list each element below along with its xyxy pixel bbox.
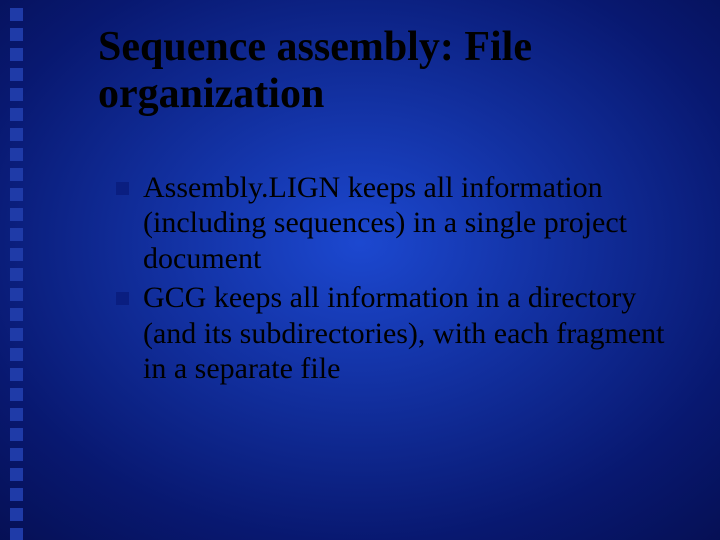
- decor-square-icon: [10, 348, 23, 361]
- decor-square-icon: [10, 388, 23, 401]
- decor-square-icon: [10, 328, 23, 341]
- decor-square-icon: [10, 428, 23, 441]
- decor-square-icon: [10, 228, 23, 241]
- slide-title: Sequence assembly: File organization: [98, 24, 688, 118]
- decor-square-icon: [10, 108, 23, 121]
- list-item: GCG keeps all information in a directory…: [116, 280, 686, 386]
- decor-square-icon: [10, 88, 23, 101]
- decor-square-icon: [10, 268, 23, 281]
- list-item: Assembly.LIGN keeps all information (inc…: [116, 170, 686, 276]
- decor-square-icon: [10, 8, 23, 21]
- decorative-squares-column: [10, 8, 23, 540]
- decor-square-icon: [10, 208, 23, 221]
- decor-square-icon: [10, 188, 23, 201]
- slide: Sequence assembly: File organization Ass…: [0, 0, 720, 540]
- decor-square-icon: [10, 28, 23, 41]
- decor-square-icon: [10, 368, 23, 381]
- decor-square-icon: [10, 468, 23, 481]
- list-item-text: Assembly.LIGN keeps all information (inc…: [143, 170, 686, 276]
- slide-body: Assembly.LIGN keeps all information (inc…: [116, 170, 686, 390]
- decor-square-icon: [10, 288, 23, 301]
- decor-square-icon: [10, 308, 23, 321]
- square-bullet-icon: [116, 182, 129, 195]
- list-item-text: GCG keeps all information in a directory…: [143, 280, 686, 386]
- square-bullet-icon: [116, 292, 129, 305]
- decor-square-icon: [10, 448, 23, 461]
- decor-square-icon: [10, 128, 23, 141]
- decor-square-icon: [10, 528, 23, 540]
- decor-square-icon: [10, 408, 23, 421]
- decor-square-icon: [10, 148, 23, 161]
- decor-square-icon: [10, 168, 23, 181]
- decor-square-icon: [10, 488, 23, 501]
- decor-square-icon: [10, 508, 23, 521]
- decor-square-icon: [10, 48, 23, 61]
- decor-square-icon: [10, 248, 23, 261]
- decor-square-icon: [10, 68, 23, 81]
